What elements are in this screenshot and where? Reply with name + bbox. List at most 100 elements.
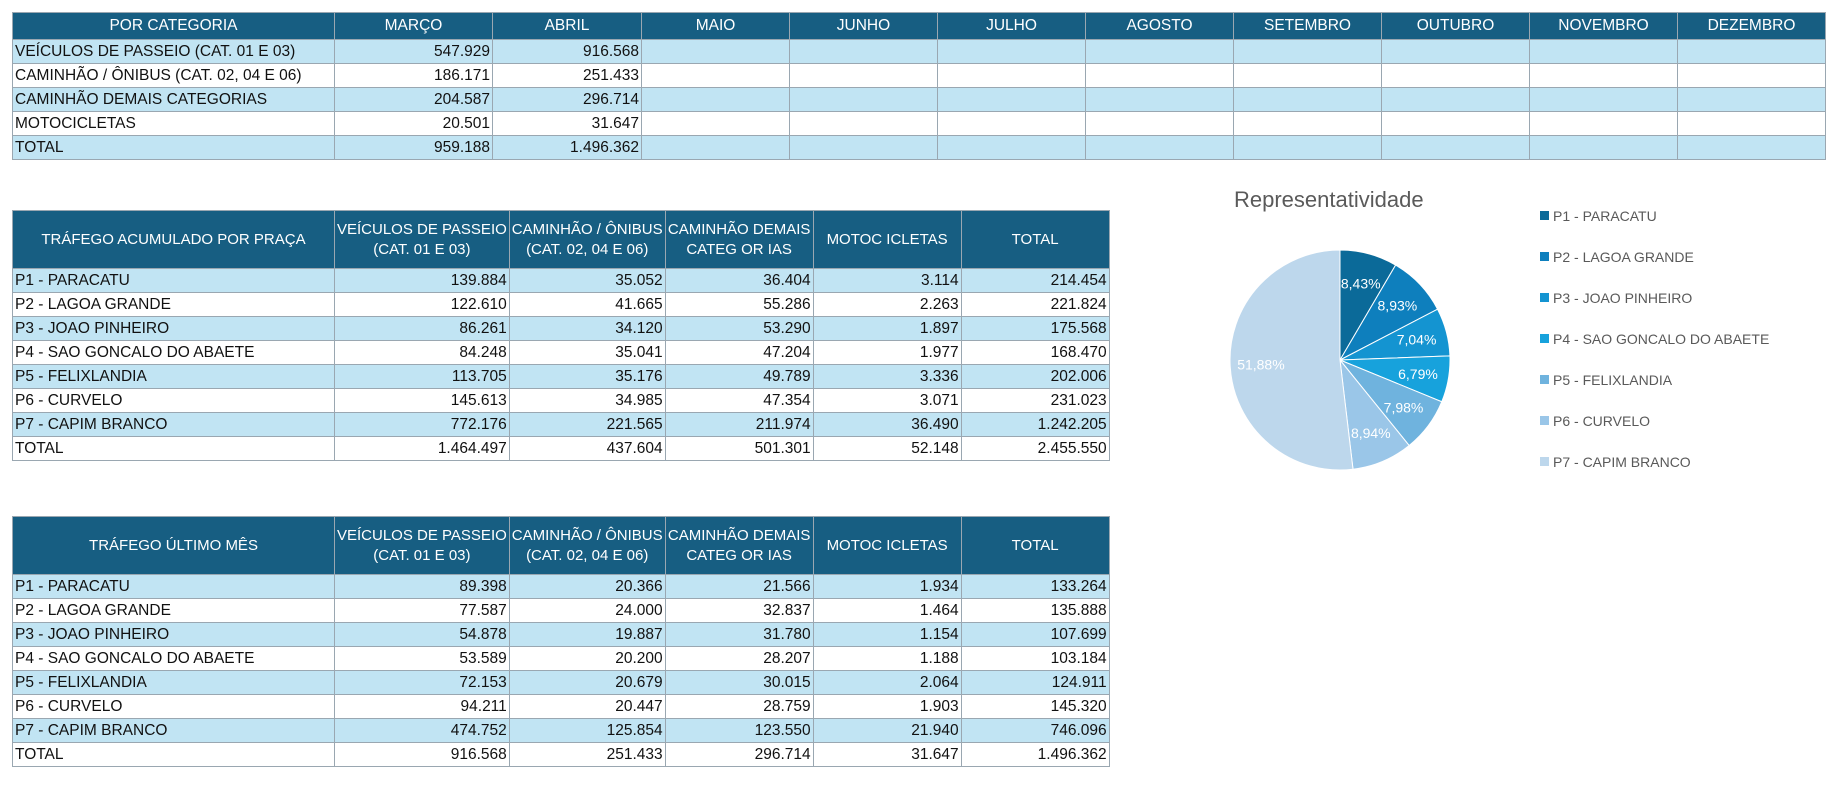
table-row: TOTAL 1.464.497 437.604 501.301 52.148 2.455.… (12, 436, 1110, 461)
legend-swatch (1540, 211, 1549, 220)
table-cell: 1.464 (812, 598, 962, 623)
table-cell (937, 63, 1086, 88)
table-cell: 124.911 (960, 670, 1110, 695)
table-cell: 84.248 (334, 340, 510, 365)
legend-label: P3 - JOAO PINHEIRO (1553, 289, 1693, 306)
table-cell: 1.903 (812, 694, 962, 719)
row-label: MOTOCICLETAS (12, 111, 335, 136)
table-row: P6 - CURVELO 94.211 20.447 28.759 1.903 145.3… (12, 694, 1110, 719)
accumulated-traffic-table: TRÁFEGO ACUMULADO POR PRAÇA VEÍCULOS DE … (12, 210, 1110, 461)
table-cell: 204.587 (334, 87, 493, 112)
table-cell: 3.336 (812, 364, 962, 389)
table-row: P2 - LAGOA GRANDE 77.587 24.000 32.837 1.464… (12, 598, 1110, 623)
table-cell (937, 39, 1086, 64)
pie-data-label: 51,88% (1237, 357, 1284, 373)
table-cell: 31.647 (812, 742, 962, 767)
col-header: MOTOC ICLETAS (812, 210, 962, 269)
table-cell: 54.878 (334, 622, 510, 647)
table-row: VEÍCULOS DE PASSEIO (CAT. 01 E 03) 547.92… (12, 39, 1826, 64)
table-cell: 1.464.497 (334, 436, 510, 461)
table-row: P4 - SAO GONCALO DO ABAETE 53.589 20.200 28… (12, 646, 1110, 671)
month-header: OUTUBRO (1381, 12, 1530, 40)
table-cell: 139.884 (334, 268, 510, 293)
row-label: P6 - CURVELO (12, 388, 335, 413)
table-cell: 20.200 (508, 646, 666, 671)
table-cell: 30.015 (664, 670, 814, 695)
table-cell (1529, 63, 1678, 88)
table-cell: 35.176 (508, 364, 666, 389)
table-cell: 211.974 (664, 412, 814, 437)
table-cell: 103.184 (960, 646, 1110, 671)
table-cell: 202.006 (960, 364, 1110, 389)
row-label: P2 - LAGOA GRANDE (12, 598, 335, 623)
table-cell: 186.171 (334, 63, 493, 88)
chart-legend: P1 - PARACATU P2 - LAGOA GRANDE P3 - JOAO … (1540, 195, 1769, 482)
table-cell: 221.565 (508, 412, 666, 437)
table-cell: 47.204 (664, 340, 814, 365)
table-cell: 34.120 (508, 316, 666, 341)
table-cell: 21.566 (664, 574, 814, 599)
table-row: CAMINHÃO / ÔNIBUS (CAT. 02, 04 E 06) 186.… (12, 63, 1826, 88)
month-header: ABRIL (492, 12, 642, 40)
table-cell: 41.665 (508, 292, 666, 317)
table-cell: 113.705 (334, 364, 510, 389)
table-cell: 221.824 (960, 292, 1110, 317)
table-row: TOTAL 916.568 251.433 296.714 31.647 1.496.36… (12, 742, 1110, 767)
table-cell: 49.789 (664, 364, 814, 389)
table-cell: 474.752 (334, 718, 510, 743)
table-cell: 24.000 (508, 598, 666, 623)
row-label: VEÍCULOS DE PASSEIO (CAT. 01 E 03) (12, 39, 335, 64)
row-label: P1 - PARACATU (12, 574, 335, 599)
row-label: P3 - JOAO PINHEIRO (12, 316, 335, 341)
row-label: CAMINHÃO / ÔNIBUS (CAT. 02, 04 E 06) (12, 63, 335, 88)
table-cell: 214.454 (960, 268, 1110, 293)
table-cell (937, 87, 1086, 112)
legend-swatch (1540, 252, 1549, 261)
last-month-traffic-table: TRÁFEGO ÚLTIMO MÊS VEÍCULOS DE PASSEIO (C… (12, 516, 1110, 767)
table-cell: 34.985 (508, 388, 666, 413)
table-cell: 107.699 (960, 622, 1110, 647)
col-header: VEÍCULOS DE PASSEIO (CAT. 01 E 03) (334, 516, 510, 575)
legend-label: P1 - PARACATU (1553, 207, 1657, 224)
accumulated-title: TRÁFEGO ACUMULADO POR PRAÇA (12, 210, 335, 269)
row-label: TOTAL (12, 436, 335, 461)
table-cell: 2.263 (812, 292, 962, 317)
table-row: P7 - CAPIM BRANCO 474.752 125.854 123.550 21… (12, 718, 1110, 743)
accumulated-header-row: TRÁFEGO ACUMULADO POR PRAÇA VEÍCULOS DE … (12, 210, 1110, 269)
table-cell: 36.404 (664, 268, 814, 293)
pie-data-label: 8,94% (1351, 425, 1391, 441)
col-header: CAMINHÃO DEMAIS CATEG OR IAS (664, 210, 814, 269)
table-cell: 296.714 (664, 742, 814, 767)
table-cell: 3.071 (812, 388, 962, 413)
table-cell: 168.470 (960, 340, 1110, 365)
table-cell: 1.154 (812, 622, 962, 647)
table-cell (1529, 135, 1678, 160)
monthly-table: POR CATEGORIA MARÇO ABRIL MAIO JUNHO JULHO AGO… (12, 12, 1826, 160)
pie-chart: 8,43% 8,93% 7,04% 6,79% 7,98% 8,94% 51,88% (1229, 249, 1451, 471)
table-cell: 1.188 (812, 646, 962, 671)
legend-item: P3 - JOAO PINHEIRO (1540, 277, 1769, 318)
table-cell: 3.114 (812, 268, 962, 293)
col-header: VEÍCULOS DE PASSEIO (CAT. 01 E 03) (334, 210, 510, 269)
table-cell (937, 135, 1086, 160)
col-header: CAMINHÃO / ÔNIBUS (CAT. 02, 04 E 06) (508, 210, 666, 269)
table-cell: 21.940 (812, 718, 962, 743)
month-header: JUNHO (789, 12, 938, 40)
legend-item: P6 - CURVELO (1540, 400, 1769, 441)
table-row: P3 - JOAO PINHEIRO 54.878 19.887 31.780 1.15… (12, 622, 1110, 647)
month-header: MARÇO (334, 12, 493, 40)
chart-title: Representatividade (1234, 187, 1424, 212)
table-row: P5 - FELIXLANDIA 113.705 35.176 49.789 3.336… (12, 364, 1110, 389)
row-label: P6 - CURVELO (12, 694, 335, 719)
table-row: P1 - PARACATU 89.398 20.366 21.566 1.934 133.… (12, 574, 1110, 599)
row-label: P4 - SAO GONCALO DO ABAETE (12, 646, 335, 671)
table-cell: 20.501 (334, 111, 493, 136)
legend-label: P5 - FELIXLANDIA (1553, 371, 1673, 388)
table-cell (1677, 135, 1826, 160)
table-cell: 47.354 (664, 388, 814, 413)
table-cell (641, 111, 790, 136)
col-header: TOTAL (960, 516, 1110, 575)
table-cell: 145.320 (960, 694, 1110, 719)
pie-data-label: 6,79% (1398, 366, 1438, 382)
table-cell: 547.929 (334, 39, 493, 64)
